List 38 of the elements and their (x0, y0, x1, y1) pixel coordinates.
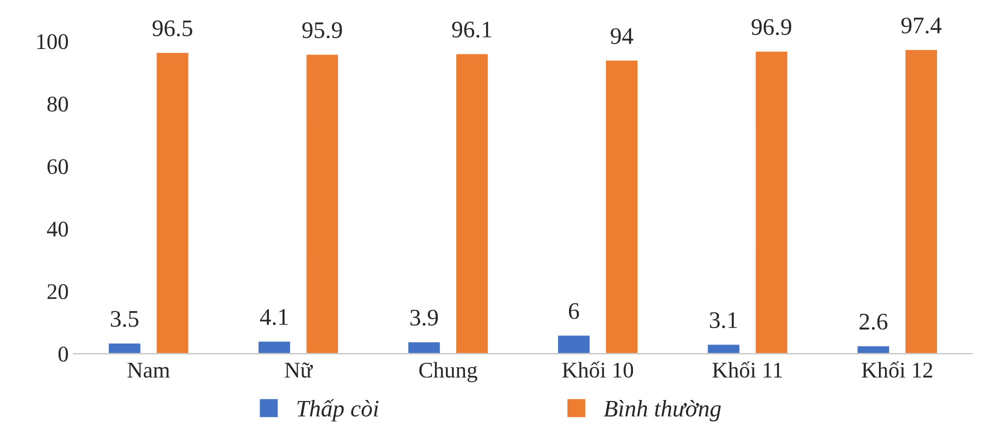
bar (604, 59, 639, 354)
x-tick-label: Chung (419, 362, 478, 382)
data-label: 94 (610, 28, 634, 44)
data-label: 6 (568, 303, 580, 320)
data-label: 96.1 (452, 22, 492, 38)
y-tick-label: 100 (37, 34, 68, 50)
bar (706, 343, 741, 354)
data-label: 4.1 (260, 309, 288, 326)
data-label: 97.4 (901, 18, 942, 34)
x-tick-label: Khối 11 (712, 361, 782, 378)
y-tick-label: 20 (48, 284, 68, 300)
bar (257, 340, 292, 354)
legend-label: Thấp còi (297, 399, 379, 422)
bar (155, 51, 190, 354)
bar (904, 48, 938, 354)
data-label: 3.5 (110, 311, 138, 327)
bar (856, 344, 891, 354)
bar (556, 334, 591, 354)
bar (305, 53, 340, 354)
bar (754, 50, 789, 354)
y-tick-label: 60 (48, 159, 68, 174)
y-tick-label: 0 (58, 346, 68, 362)
bar (107, 342, 142, 354)
y-tick-label: 40 (47, 222, 68, 237)
data-label: 95.9 (302, 22, 342, 38)
data-label: 96.9 (752, 19, 792, 36)
data-label: 3.1 (710, 312, 737, 328)
legend-label: Bình thường (604, 400, 721, 422)
x-tick-label: Khối 12 (862, 361, 932, 378)
data-label: 2.6 (860, 314, 888, 330)
data-label: 96.5 (152, 20, 192, 36)
y-tick-label: 80 (47, 96, 68, 112)
bar (454, 52, 490, 354)
x-tick-label: Nữ (284, 362, 313, 378)
x-tick-label: Khối 10 (562, 361, 634, 378)
x-tick-label: Nam (128, 362, 170, 378)
bar (406, 340, 442, 354)
data-label: 3.9 (410, 310, 438, 326)
